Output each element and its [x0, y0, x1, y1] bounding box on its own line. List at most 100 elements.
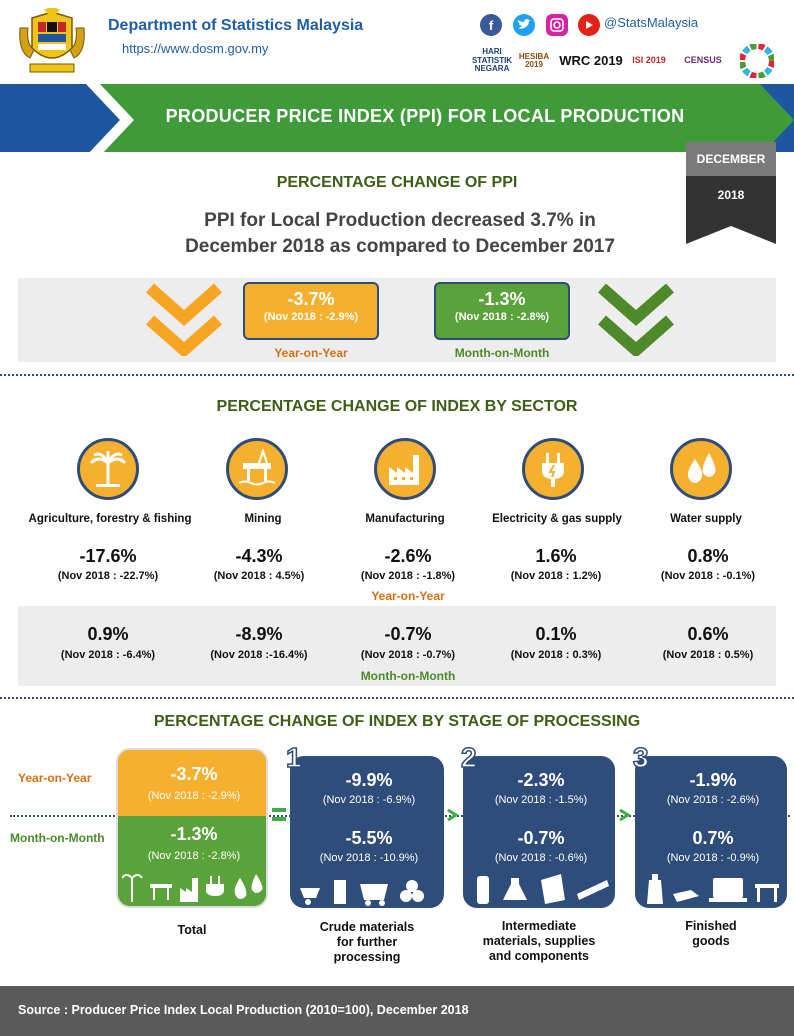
stage-1-mom-sub: (Nov 2018 : -10.9%) — [319, 852, 419, 864]
ppi-mom-label: Month-on-Month — [454, 346, 550, 360]
oil-rig-icon — [226, 438, 288, 500]
stage-3-label-line: Finished — [685, 919, 737, 933]
instagram-icon[interactable] — [546, 14, 568, 36]
finished-goods-icons — [647, 874, 779, 904]
down-chevron-green-icon — [598, 284, 674, 356]
stage-2-card: -2.3% (Nov 2018 : -1.5%) -0.7% (Nov 2018… — [463, 756, 615, 908]
total-mom-value: -1.3% — [170, 824, 218, 844]
stage-1-mom-value: -5.5% — [345, 828, 393, 848]
org-url[interactable]: https://www.dosm.gov.my — [122, 41, 269, 56]
sector-mom-sub: (Nov 2018 : 0.5%) — [662, 649, 754, 661]
total-yoy-sub: (Nov 2018 : -2.9%) — [147, 790, 241, 802]
sdg-wheel-logo — [740, 44, 774, 78]
stage-3-yoy-sub: (Nov 2018 : -2.6%) — [666, 794, 760, 806]
sector-yoy-value: -2.6% — [384, 546, 432, 566]
census-logo: CENSUS — [684, 55, 722, 66]
sector-name: Water supply — [670, 513, 742, 525]
stage-mom-label: Month-on-Month — [10, 831, 105, 845]
report-month: DECEMBER — [696, 152, 766, 166]
sector-mom-sub: (Nov 2018 : -0.7%) — [360, 649, 456, 661]
sector-mom-value: -0.7% — [384, 624, 432, 644]
summary-line-2: December 2018 as compared to December 20… — [185, 236, 615, 257]
ppi-mom-card: -1.3% (Nov 2018 : -2.8%) — [434, 282, 570, 340]
sector-section-title: PERCENTAGE CHANGE OF INDEX BY SECTOR — [216, 398, 578, 415]
ppi-summary: PPI for Local Production decreased 3.7% … — [100, 208, 700, 260]
hari-statistik-negara-logo: HARI STATISTIK NEGARA — [471, 47, 513, 74]
sector-yoy-value: -17.6% — [79, 546, 137, 566]
ppi-mom-sub: (Nov 2018 : -2.8%) — [454, 311, 550, 323]
stage-2-mom-sub: (Nov 2018 : -0.6%) — [494, 852, 588, 864]
twitter-icon[interactable] — [513, 14, 535, 36]
facebook-icon[interactable]: f — [480, 14, 502, 36]
total-card: -3.7% (Nov 2018 : -2.9%) -1.3% (Nov 2018… — [116, 748, 268, 908]
stage-1-yoy-sub: (Nov 2018 : -6.9%) — [322, 794, 416, 806]
sector-mom-value: 0.9% — [87, 624, 129, 644]
sector-mom-panel — [18, 606, 776, 686]
sector-yoy-sub: (Nov 2018 : 1.2%) — [510, 570, 602, 582]
org-name: Department of Statistics Malaysia — [108, 17, 364, 34]
ppi-section-title: PERCENTAGE CHANGE OF PPI — [276, 174, 518, 191]
ppi-yoy-value: -3.7% — [287, 289, 335, 309]
equals-sign — [272, 808, 286, 812]
stage-1-label-line: Crude materials — [319, 920, 415, 934]
water-drops-icon — [670, 438, 732, 500]
malaysia-crest-logo — [19, 8, 85, 73]
total-yoy-area — [118, 750, 266, 816]
ppi-yoy-sub: (Nov 2018 : -2.9%) — [263, 311, 359, 323]
wrc-logo: WRC 2019 — [559, 53, 623, 69]
isi-logo: ISI 2019 — [632, 55, 666, 66]
divider — [0, 374, 794, 376]
ppi-panel — [18, 278, 776, 362]
ppi-mom-value: -1.3% — [478, 289, 526, 309]
footer-bar — [0, 986, 794, 1036]
stage-3-mom-value: 0.7% — [692, 828, 734, 848]
stage-3-mom-sub: (Nov 2018 : -0.9%) — [666, 852, 760, 864]
stage-3-number: 3 — [632, 741, 649, 774]
intermediate-materials-icons — [477, 874, 609, 904]
stage-3-label-line: goods — [692, 934, 730, 948]
divider — [0, 697, 794, 699]
sector-mom-value: 0.6% — [687, 624, 729, 644]
sector-mom-sub: (Nov 2018 : -6.4%) — [60, 649, 156, 661]
sector-mom-value: 0.1% — [535, 624, 577, 644]
stage-1-yoy-value: -9.9% — [345, 770, 393, 790]
summary-line-1: PPI for Local Production decreased 3.7% … — [204, 210, 596, 231]
factory-icon — [374, 438, 436, 500]
source-note: Source : Producer Price Index Local Prod… — [18, 1003, 469, 1017]
title-banner — [0, 84, 794, 156]
stage-1-label-line: for further — [336, 935, 398, 949]
sector-mom-sub: (Nov 2018 : 0.3%) — [510, 649, 602, 661]
social-handle[interactable]: @StatsMalaysia — [604, 15, 699, 30]
ppi-yoy-label: Year-on-Year — [274, 346, 348, 360]
total-mom-sub: (Nov 2018 : -2.8%) — [147, 850, 241, 862]
stage-2-number: 2 — [460, 741, 477, 774]
stage-2-yoy-sub: (Nov 2018 : -1.5%) — [494, 794, 588, 806]
sector-yoy-sub: (Nov 2018 : 4.5%) — [213, 570, 305, 582]
down-chevron-orange-icon — [146, 284, 222, 356]
stage-2-label-line: Intermediate — [501, 919, 577, 933]
stage-3-yoy-value: -1.9% — [689, 770, 737, 790]
sector-mom-label: Month-on-Month — [360, 669, 456, 683]
plug-icon — [522, 438, 584, 500]
stage-2-mom-value: -0.7% — [517, 828, 565, 848]
total-yoy-value: -3.7% — [170, 764, 218, 784]
stage-2-yoy-value: -2.3% — [517, 770, 565, 790]
youtube-icon[interactable] — [578, 14, 600, 36]
sector-icons-strip — [122, 874, 263, 902]
palm-tree-icon — [77, 438, 139, 500]
stage-1-card: -9.9% (Nov 2018 : -6.9%) -5.5% (Nov 2018… — [290, 756, 444, 908]
stage-1-number: 1 — [285, 741, 302, 774]
stage-2-label-line: and components — [488, 949, 589, 963]
sector-yoy-sub: (Nov 2018 : -1.8%) — [360, 570, 456, 582]
stage-1-label: Crude materials for further processing — [290, 920, 444, 965]
sector-name: Mining — [244, 513, 282, 525]
ppi-yoy-card: -3.7% (Nov 2018 : -2.9%) — [243, 282, 379, 340]
sector-yoy-label: Year-on-Year — [371, 589, 445, 603]
total-label: Total — [177, 923, 207, 937]
equals-sign — [272, 817, 286, 821]
sector-yoy-value: -4.3% — [235, 546, 283, 566]
arrow-right-icon — [447, 808, 459, 822]
page-title: PRODUCER PRICE INDEX (PPI) FOR LOCAL PRO… — [165, 106, 685, 126]
report-year: 2018 — [717, 188, 745, 202]
sector-mom-sub: (Nov 2018 :-16.4%) — [210, 649, 308, 661]
